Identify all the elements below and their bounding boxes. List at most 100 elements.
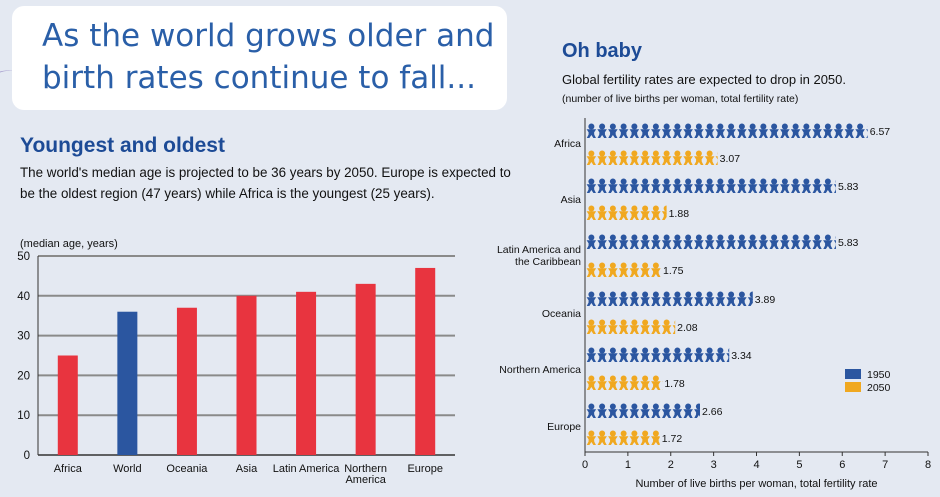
title-box: As the world grows older and birth rates…: [12, 6, 507, 110]
left-desc-line-2: be the oldest region (47 years) while Af…: [20, 186, 435, 201]
baby-icon: [629, 150, 640, 165]
baby-icon: [758, 123, 769, 138]
baby-icon: [651, 123, 661, 138]
baby-icon: [608, 150, 618, 165]
y-tick-label: 50: [17, 251, 30, 263]
baby-icon: [651, 178, 661, 193]
baby-icon: [586, 234, 597, 249]
baby-icon: [715, 178, 726, 193]
baby-icon: [672, 291, 683, 306]
x-tick-label: America: [345, 474, 386, 486]
legend-swatch: [845, 369, 861, 379]
x-tick-label: 3: [711, 459, 717, 471]
baby-icon: [586, 123, 597, 138]
bar: [586, 319, 676, 334]
baby-icon: [747, 123, 758, 138]
baby-icon: [694, 347, 704, 362]
y-tick-label: 20: [17, 370, 30, 382]
baby-icon: [608, 291, 618, 306]
baby-icon: [737, 291, 747, 306]
bar: [236, 295, 257, 455]
right-unit-note: (number of live births per woman, total …: [562, 93, 799, 105]
baby-icon: [640, 262, 650, 277]
baby-icon: [737, 178, 747, 193]
baby-icon: [651, 319, 661, 334]
baby-icon: [661, 123, 672, 138]
baby-icon: [683, 234, 693, 249]
bar: [586, 403, 701, 418]
baby-icon: [747, 291, 753, 306]
baby-icon: [651, 375, 661, 390]
bar: [586, 375, 663, 390]
title-line-1: As the world grows older and: [42, 18, 495, 54]
baby-icon: [618, 150, 629, 165]
baby-icon: [694, 234, 704, 249]
baby-icon: [672, 403, 683, 418]
legend-swatch: [845, 382, 861, 392]
baby-icon: [608, 319, 618, 334]
y-tick-label: 30: [17, 331, 30, 343]
baby-icon: [715, 152, 718, 165]
left-desc-line-1: The world's median age is projected to b…: [20, 165, 511, 180]
bar: [117, 311, 138, 455]
baby-icon: [618, 205, 629, 220]
baby-icon: [823, 178, 833, 193]
baby-icon: [618, 430, 629, 445]
category-label: Latin America and: [497, 244, 581, 256]
baby-icon: [661, 319, 672, 334]
baby-icon: [747, 234, 758, 249]
baby-icon: [618, 178, 629, 193]
baby-icon: [769, 178, 779, 193]
baby-icon: [758, 234, 769, 249]
baby-icon: [726, 291, 736, 306]
baby-icon: [672, 320, 676, 334]
baby-icon: [661, 403, 672, 418]
data-label: 3.07: [720, 153, 741, 165]
x-tick-label: Asia: [236, 463, 258, 475]
baby-icon: [661, 178, 672, 193]
baby-icon: [608, 178, 618, 193]
legend-label: 1950: [867, 369, 891, 381]
baby-icon: [704, 291, 715, 306]
y-axis-label: (median age, years): [20, 238, 118, 250]
baby-icon: [608, 262, 618, 277]
bar: [586, 123, 868, 138]
bar: [176, 307, 197, 455]
baby-icon: [629, 430, 640, 445]
baby-icon: [618, 262, 629, 277]
title-line-2: birth rates continue to fall...: [42, 60, 476, 96]
x-tick-label: 4: [753, 459, 759, 471]
x-axis-label: Number of live births per woman, total f…: [635, 478, 877, 490]
baby-icon: [726, 348, 730, 362]
baby-icon: [683, 150, 693, 165]
baby-icon: [737, 234, 747, 249]
baby-icon: [801, 234, 812, 249]
baby-icon: [618, 347, 629, 362]
baby-icon: [715, 234, 726, 249]
bar: [586, 150, 718, 165]
x-tick-label: 0: [582, 459, 588, 471]
baby-icon: [640, 403, 650, 418]
baby-icon: [640, 347, 650, 362]
x-tick-label: Northern: [344, 463, 387, 475]
baby-icon: [629, 375, 640, 390]
baby-icon: [704, 234, 715, 249]
category-label: the Caribbean: [515, 256, 581, 268]
x-tick-label: 6: [839, 459, 845, 471]
baby-icon: [629, 234, 640, 249]
x-tick-label: Latin America: [273, 463, 341, 475]
baby-icon: [608, 403, 618, 418]
left-heading: Youngest and oldest: [20, 134, 225, 157]
baby-icon: [597, 178, 607, 193]
baby-icon: [812, 123, 822, 138]
baby-icon: [608, 123, 618, 138]
bar: [57, 355, 78, 455]
baby-icon: [608, 430, 618, 445]
x-tick-label: 7: [882, 459, 888, 471]
baby-icon: [597, 375, 607, 390]
baby-icon: [661, 347, 672, 362]
baby-icon: [618, 123, 629, 138]
baby-icon: [661, 150, 672, 165]
baby-icon: [672, 178, 683, 193]
baby-icon: [586, 262, 597, 277]
